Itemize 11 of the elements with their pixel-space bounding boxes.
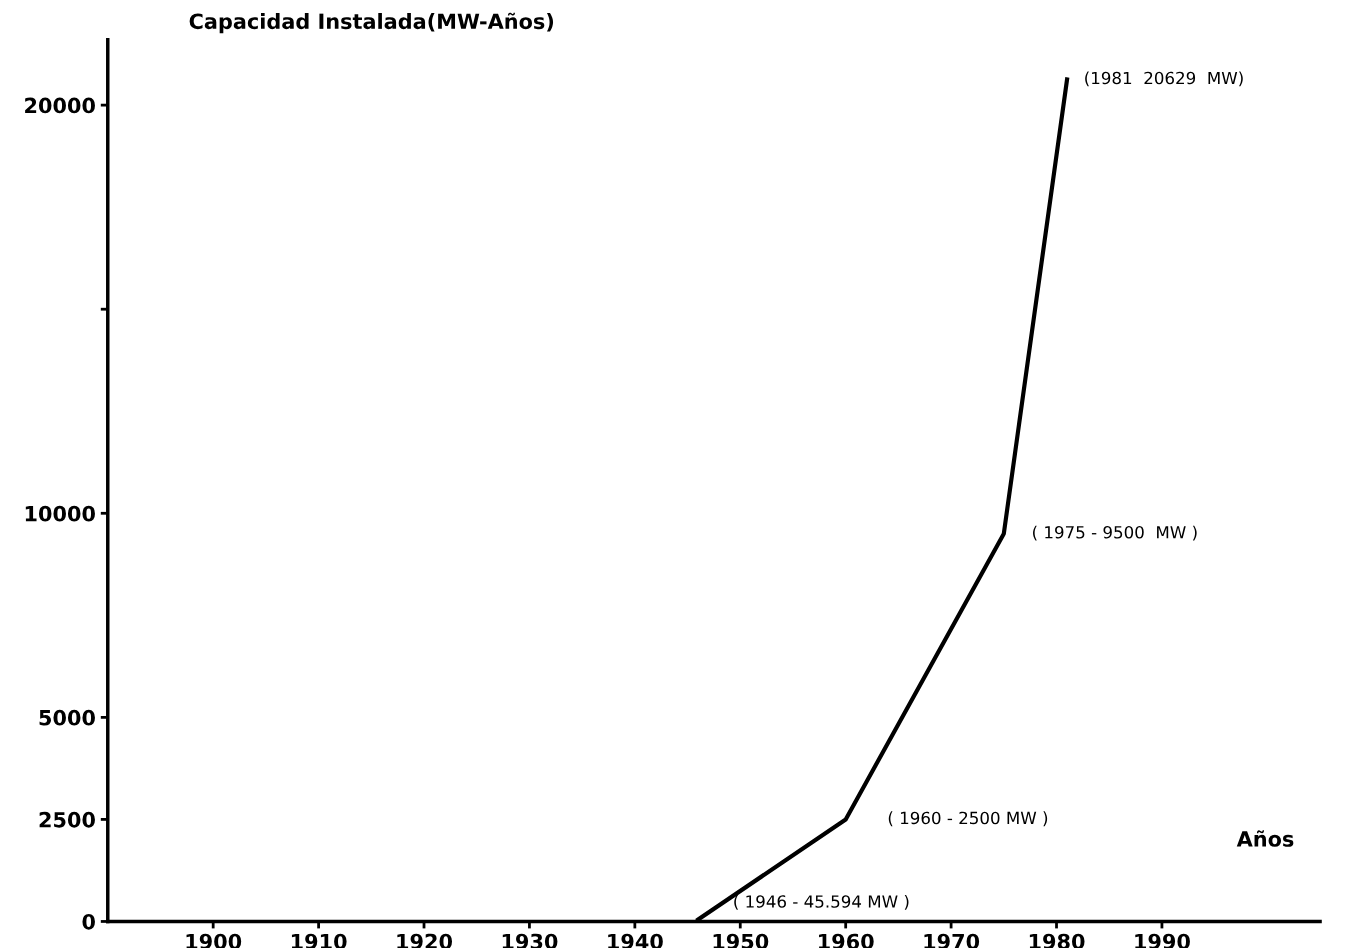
y-tick-label: 10000 — [25, 505, 95, 522]
annotation: (1981 20629 MW) — [1085, 71, 1243, 87]
annotation: ( 1975 - 9500 MW ) — [1033, 525, 1197, 541]
y-tick-label: 20000 — [25, 97, 95, 114]
annotation: ( 1946 - 45.594 MW ) — [734, 894, 909, 910]
y-tick-label: 5000 — [39, 709, 95, 726]
y-tick-label: 0 — [82, 913, 95, 930]
annotation: ( 1960 - 2500 MW ) — [888, 811, 1048, 827]
chart-title: Capacidad Instalada(MW-Años) — [189, 12, 554, 34]
x-axis-title: Años — [1236, 830, 1294, 847]
y-tick-label: 2500 — [39, 811, 95, 828]
